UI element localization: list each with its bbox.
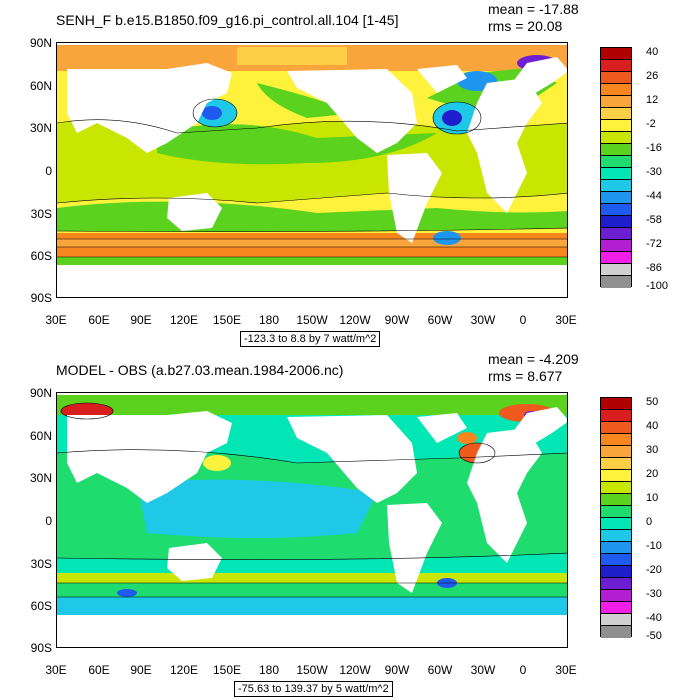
colorbar <box>600 397 632 638</box>
lat-label: 60S <box>30 599 52 613</box>
lon-label: 60E <box>88 313 110 327</box>
lat-label: 90S <box>30 291 52 305</box>
lat-label: 0 <box>45 514 52 528</box>
lat-label: 60S <box>30 249 52 263</box>
lon-label: 30E <box>555 663 577 677</box>
colorbar-label: 40 <box>646 420 659 432</box>
lon-label: 120E <box>169 313 199 327</box>
lat-label: 90N <box>29 386 52 400</box>
lon-label: 60W <box>427 313 453 327</box>
lon-label: 60W <box>427 663 453 677</box>
lon-label: 120W <box>339 313 371 327</box>
lon-label: 30E <box>45 313 67 327</box>
lon-label: 90W <box>384 663 410 677</box>
colorbar-label: -10 <box>646 540 662 552</box>
lon-label: 30E <box>555 313 577 327</box>
colorbar-label: -30 <box>646 588 662 600</box>
lon-label: 30W <box>470 663 496 677</box>
lon-label: 30E <box>45 663 67 677</box>
rms-stat: rms = 20.08 <box>488 18 563 34</box>
colorbar-label: 12 <box>646 94 659 106</box>
colorbar-label: 20 <box>646 468 659 480</box>
lon-label: 0 <box>519 313 527 327</box>
lon-label: 90E <box>130 313 152 327</box>
colorbar-label: -86 <box>646 262 662 274</box>
lat-label: 30N <box>29 471 52 485</box>
colorbar-label: -30 <box>646 166 662 178</box>
lat-label: 30N <box>29 121 52 135</box>
lon-label: 120E <box>169 663 199 677</box>
sensible-heat-field <box>57 45 567 297</box>
colorbar-label: 0 <box>646 516 653 528</box>
mean-stat: mean = -4.209 <box>488 351 579 367</box>
colorbar-label: -44 <box>646 190 662 202</box>
colorbar-label: -50 <box>646 630 662 642</box>
colorbar <box>600 47 632 288</box>
lat-label: 30S <box>30 557 52 571</box>
model-minus-obs-field <box>57 395 567 647</box>
lat-label: 90S <box>30 641 52 655</box>
colorbar-label: 40 <box>646 46 659 58</box>
panel-title: SENH_F b.e15.B1850.f09_g16.pi_control.al… <box>56 12 399 28</box>
lon-label: 150W <box>296 663 328 677</box>
top-map-panel: SENH_F b.e15.B1850.f09_g16.pi_control.al… <box>29 1 669 347</box>
lat-label: 0 <box>45 164 52 178</box>
lon-label: 150E <box>212 663 242 677</box>
colorbar-label: -2 <box>646 118 656 130</box>
mean-stat: mean = -17.88 <box>488 1 579 17</box>
map-plot-area <box>56 42 568 298</box>
lon-label: 0 <box>519 663 527 677</box>
lon-label: 90E <box>130 663 152 677</box>
colorbar-label: -100 <box>646 280 669 292</box>
colorbar-label: 10 <box>646 492 659 504</box>
colorbar-label: 26 <box>646 70 659 82</box>
contour-info: -123.3 to 8.8 by 7 watt/m^2 <box>240 331 381 347</box>
lon-label: 150W <box>296 313 328 327</box>
lat-label: 60N <box>29 79 52 93</box>
colorbar-label: 50 <box>646 396 659 408</box>
contour-info: -75.63 to 139.37 by 5 watt/m^2 <box>234 681 393 697</box>
colorbar-label: -16 <box>646 142 662 154</box>
lon-label: 30W <box>470 313 496 327</box>
colorbar-label: -58 <box>646 214 662 226</box>
bottom-map-panel: MODEL - OBS (a.b27.03.mean.1984-2006.nc)… <box>0 350 700 700</box>
colorbar-label: -72 <box>646 238 662 250</box>
lon-label: 90W <box>384 313 410 327</box>
panel-title: MODEL - OBS (a.b27.03.mean.1984-2006.nc) <box>56 362 344 378</box>
lon-label: 150E <box>212 313 242 327</box>
colorbar-label: 30 <box>646 444 659 456</box>
lat-label: 30S <box>30 207 52 221</box>
map-plot-area <box>56 392 568 648</box>
rms-stat: rms = 8.677 <box>488 368 563 384</box>
colorbar-label: -20 <box>646 564 662 576</box>
lon-label: 120W <box>339 663 371 677</box>
lat-label: 60N <box>29 429 52 443</box>
lat-label: 90N <box>29 36 52 50</box>
colorbar-label: -40 <box>646 612 662 624</box>
lon-label: 60E <box>88 663 110 677</box>
lon-label: 180 <box>258 313 280 327</box>
lon-label: 180 <box>258 663 280 677</box>
